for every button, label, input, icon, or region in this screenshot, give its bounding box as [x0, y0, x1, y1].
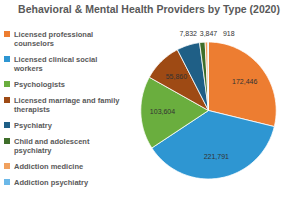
html-text:Licensed clinical social worke: Licensed clinical social workers	[14, 54, 98, 73]
html-text:Addiction medicine: Addiction medicine	[14, 161, 84, 171]
html-text:Child and adolescent psychiatr: Child and adolescent psychiatry	[14, 136, 90, 155]
svg-text:103,604: 103,604	[150, 108, 175, 115]
html-text:Psychiatry: Psychiatry	[14, 120, 52, 130]
svg-text:55,860: 55,860	[166, 73, 188, 80]
html-text:Addiction psychiatry: Addiction psychiatry	[14, 177, 89, 187]
html-text:Psychologists: Psychologists	[14, 79, 65, 89]
html-text:Licensed marriage and family t: Licensed marriage and family therapists	[14, 95, 120, 114]
html-text:Licensed professional counselo: Licensed professional counselors	[14, 29, 94, 48]
svg-text:918: 918	[223, 30, 235, 37]
svg-text:7,832: 7,832	[179, 30, 197, 37]
svg-text:3,847: 3,847	[200, 30, 218, 37]
html-text:Behavioral & Mental Health Pro: Behavioral & Mental Health Providers by …	[18, 3, 280, 15]
svg-text:221,791: 221,791	[204, 153, 229, 160]
svg-text:172,446: 172,446	[232, 78, 257, 85]
